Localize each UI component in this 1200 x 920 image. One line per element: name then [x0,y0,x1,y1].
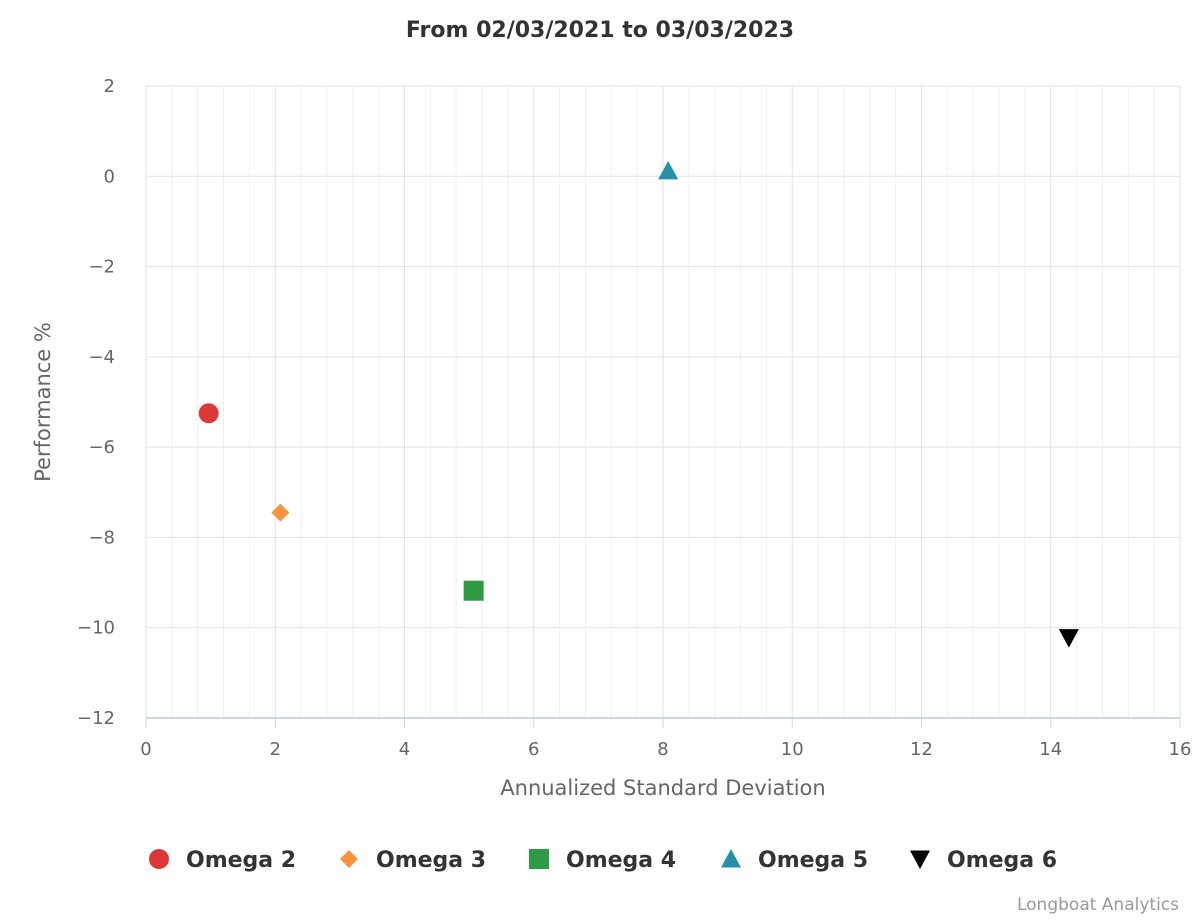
y-tick-label: −10 [77,618,115,639]
legend[interactable]: Omega 2 Omega 3 Omega 4 Omega 5 Omega 6 [149,848,1057,873]
data-point[interactable] [198,403,219,424]
axes [145,717,1181,728]
tick-labels: 0 2 4 6 8 10 12 14 16 2 0 −2 −4 −6 −8 −10 −12 [77,76,1191,760]
chart-title: From 02/03/2021 to 03/03/2023 [406,18,794,43]
credit-link[interactable]: Longboat Analytics [1017,895,1179,915]
legend-item[interactable]: Omega 3 [340,848,486,873]
x-tick-label: 4 [399,739,410,760]
x-tick-label: 0 [140,739,151,760]
legend-label[interactable]: Omega 4 [566,848,676,873]
y-tick-label: −2 [88,257,115,278]
legend-item[interactable]: Omega 2 [149,848,296,873]
data-point[interactable] [658,160,679,180]
y-tick-label: −8 [88,527,115,548]
x-tick-label: 16 [1169,739,1192,760]
y-tick-label: −6 [88,437,115,458]
data-point[interactable] [463,580,484,601]
x-tick-label: 6 [528,739,539,760]
x-axis-title: Annualized Standard Deviation [500,776,825,800]
y-tick-label: −12 [77,708,115,729]
y-axis-title: Performance % [31,322,55,482]
legend-label[interactable]: Omega 3 [376,848,486,873]
legend-marker[interactable] [149,849,169,869]
legend-label[interactable]: Omega 2 [186,848,296,873]
legend-marker[interactable] [529,849,549,869]
data-points[interactable] [198,160,1079,648]
x-tick-label: 8 [657,739,668,760]
legend-item[interactable]: Omega 4 [529,848,676,873]
legend-item[interactable]: Omega 5 [721,848,868,873]
legend-marker[interactable] [721,849,741,868]
grid [145,85,1181,719]
data-point[interactable] [1058,629,1079,648]
legend-item[interactable]: Omega 6 [910,848,1057,873]
x-tick-label: 14 [1039,739,1062,760]
legend-label[interactable]: Omega 5 [758,848,868,873]
legend-marker[interactable] [340,850,358,868]
y-tick-label: 2 [104,76,115,97]
x-tick-label: 2 [270,739,281,760]
y-tick-label: −4 [88,347,115,368]
legend-marker[interactable] [910,850,930,870]
x-tick-label: 10 [781,739,804,760]
data-point[interactable] [271,503,290,522]
y-tick-label: 0 [104,166,115,187]
legend-label[interactable]: Omega 6 [947,848,1057,873]
x-tick-label: 12 [910,739,933,760]
